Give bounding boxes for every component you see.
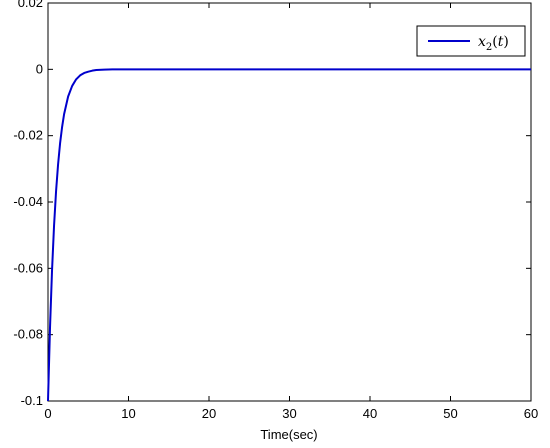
y-tick-label: -0.04 bbox=[13, 194, 43, 209]
plot-area bbox=[47, 2, 532, 402]
y-tick-label: -0.06 bbox=[13, 260, 43, 275]
y-tick-label: -0.1 bbox=[21, 393, 43, 408]
y-tick-label: 0.02 bbox=[18, 0, 43, 10]
x-axis-ticks: 0 10 20 30 40 50 60 bbox=[44, 3, 538, 421]
series-layer bbox=[47, 68, 531, 402]
x-tick-label: 20 bbox=[202, 406, 216, 421]
y-tick-label: 0 bbox=[36, 61, 43, 76]
y-tick-label: -0.02 bbox=[13, 128, 43, 143]
x-tick-label: 0 bbox=[44, 406, 51, 421]
x-tick-label: 50 bbox=[443, 406, 457, 421]
x-tick-label: 60 bbox=[524, 406, 538, 421]
y-tick-label: -0.08 bbox=[13, 327, 43, 342]
x-axis-label: Time(sec) bbox=[260, 427, 317, 442]
series-line-x2 bbox=[47, 68, 531, 402]
y-axis-ticks: -0.1 -0.08 -0.06 -0.04 -0.02 0 0.02 bbox=[13, 0, 531, 408]
legend-box bbox=[416, 25, 526, 57]
x-tick-label: 10 bbox=[121, 406, 135, 421]
legend: x2(t) bbox=[416, 25, 526, 57]
legend-label-x2: x2(t) bbox=[478, 34, 509, 53]
x-tick-label: 30 bbox=[282, 406, 296, 421]
x-tick-label: 40 bbox=[363, 406, 377, 421]
